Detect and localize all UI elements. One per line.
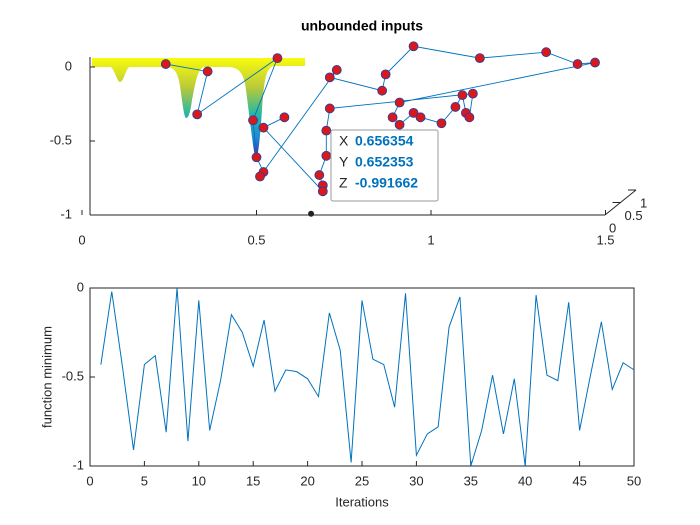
point [258, 122, 269, 133]
point [251, 152, 262, 163]
y-tick-label: 0.5 [625, 208, 643, 223]
point [464, 112, 475, 123]
datatip-box [330, 129, 439, 202]
point [408, 107, 419, 118]
x-tick-label: 0 [78, 232, 85, 247]
point [572, 59, 583, 69]
z-tick-label: 0 [65, 58, 72, 73]
y-axis-label: function minimum [39, 326, 54, 428]
surface [92, 58, 305, 158]
x-tick-label: 40 [518, 473, 532, 488]
y-tick-label: -0.5 [62, 368, 84, 383]
x-tick-label: 1 [427, 232, 434, 247]
point [192, 109, 203, 120]
datatip-marker [306, 208, 317, 219]
point [474, 53, 485, 64]
point [450, 102, 461, 112]
x-tick-label: 30 [409, 473, 423, 488]
point [394, 119, 405, 130]
datatip-label: X [339, 133, 349, 149]
x-tick-label: 25 [355, 473, 369, 488]
point [324, 72, 335, 83]
data-line [100, 287, 635, 467]
point [160, 59, 171, 69]
point [394, 97, 405, 108]
x-tick-label: 10 [192, 473, 206, 488]
point [380, 69, 391, 80]
x-tick-label: 20 [300, 473, 314, 488]
point [387, 112, 398, 123]
axes-box [89, 287, 635, 467]
y-tick-label: 0 [77, 279, 84, 294]
x-axis-label: Iterations [335, 494, 389, 509]
point [202, 66, 213, 77]
point [314, 170, 325, 180]
point [590, 57, 600, 68]
x-tick-label: 0.5 [247, 232, 265, 247]
point [331, 65, 342, 75]
point [255, 171, 265, 182]
top-axes: unbounded inputs 0 0.5 1 1.50-0.5-100.51 [50, 18, 648, 248]
point [377, 85, 388, 96]
point [457, 90, 468, 101]
point [321, 150, 332, 161]
point [272, 53, 283, 64]
datatip: X Y Z 0.656354 0.652353 -0.991662 [330, 129, 439, 202]
point [248, 115, 258, 126]
y-tick-label: 0 [609, 220, 616, 235]
point [321, 125, 332, 136]
y-tick-label: 1 [640, 195, 647, 210]
x-tick-label: 35 [464, 473, 478, 488]
point [324, 103, 335, 114]
point [541, 47, 552, 58]
bottom-axes: Iterations function minimum 0 5 10 15 20 25 30… [39, 279, 641, 509]
x-tick-label: 5 [141, 473, 148, 488]
point [436, 118, 447, 129]
point [408, 41, 419, 52]
datatip-value: 0.656354 [355, 133, 414, 149]
datatip-label: Y [339, 154, 349, 170]
x-tick-label: 15 [246, 473, 260, 488]
point [415, 112, 426, 123]
x-tick-label: 50 [627, 473, 641, 488]
x-tick-label: 45 [572, 473, 586, 488]
point [317, 186, 328, 197]
z-tick-label: -1 [60, 206, 72, 221]
point [279, 112, 290, 123]
datatip-value: -0.991662 [355, 175, 418, 191]
x-tick-label: 0 [86, 473, 93, 488]
z-tick-label: -0.5 [50, 132, 72, 147]
chart-title: unbounded inputs [301, 18, 423, 34]
datatip-label: Z [339, 175, 348, 191]
x-tick-label: 1.5 [596, 232, 614, 247]
y-tick-label: -1 [72, 457, 84, 472]
point [467, 88, 478, 99]
datatip-value: 0.652353 [355, 154, 414, 170]
